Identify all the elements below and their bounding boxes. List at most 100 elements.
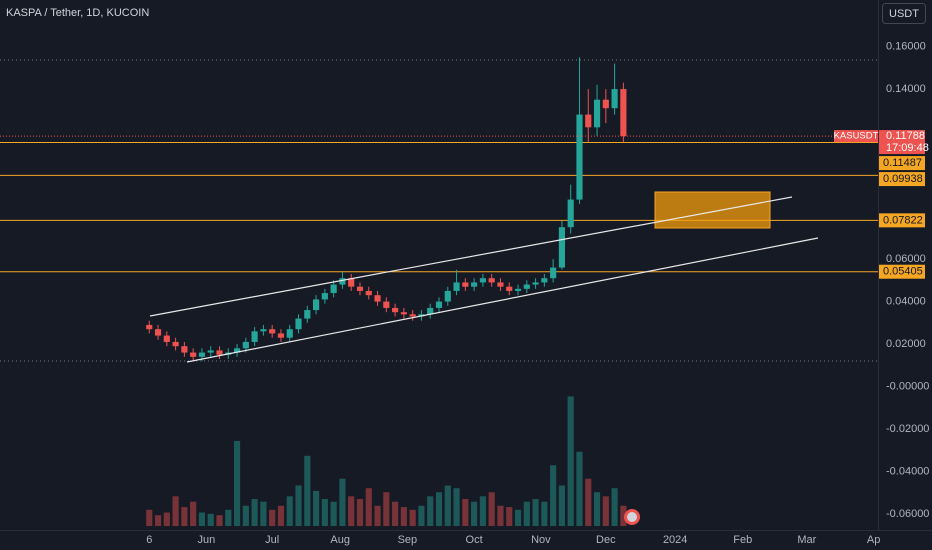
volume-bar xyxy=(497,505,504,526)
candle-body xyxy=(233,348,241,353)
candle-body xyxy=(602,99,609,109)
x-tick-label: Mar xyxy=(797,534,816,546)
candle-body xyxy=(216,350,223,355)
volume-bar xyxy=(435,492,443,526)
volume-bar xyxy=(593,492,601,526)
last-price-label: 0.11788 xyxy=(886,130,925,142)
candle-body xyxy=(295,318,302,330)
last-price-tag xyxy=(879,130,925,155)
volume-bar xyxy=(383,492,390,526)
plot xyxy=(0,57,878,526)
candle-body xyxy=(611,89,618,109)
candle-body xyxy=(427,307,434,315)
candle-body xyxy=(497,282,504,287)
logo-icon-inner xyxy=(627,512,637,522)
channel-lower xyxy=(186,237,819,363)
x-tick-label: Jul xyxy=(265,534,279,546)
candle-body xyxy=(585,114,592,128)
candle-body xyxy=(313,299,320,311)
volume-bar xyxy=(190,501,197,526)
x-tick-label: Oct xyxy=(466,534,483,546)
level-tag xyxy=(879,213,925,228)
volume-bar xyxy=(488,492,495,526)
volume-bar xyxy=(233,440,241,526)
zone-box xyxy=(654,191,771,229)
x-tick-label: 2024 xyxy=(663,534,687,546)
volume-bar xyxy=(277,505,285,526)
level-label: 0.05405 xyxy=(883,266,923,278)
volume-bar xyxy=(269,509,276,526)
volume-bar xyxy=(409,509,416,526)
chart-title: KASPA / Tether, 1D, KUCOIN xyxy=(6,7,149,19)
volume-bar xyxy=(330,501,337,526)
volume-bar xyxy=(181,507,188,526)
volume-bar xyxy=(251,499,258,526)
volume-bar xyxy=(295,485,302,526)
candle-body xyxy=(392,307,399,313)
volume-bar xyxy=(550,465,557,526)
level-label: 0.07822 xyxy=(883,214,923,226)
volume-bar xyxy=(444,485,451,526)
volume-bar xyxy=(313,490,320,526)
candle-body xyxy=(321,293,328,300)
candle-body xyxy=(339,278,346,285)
volume-bar xyxy=(400,507,407,526)
candle-body xyxy=(207,350,214,353)
candle-body xyxy=(620,89,627,137)
currency-button-label[interactable]: USDT xyxy=(889,8,919,20)
volume-bar xyxy=(163,512,170,526)
volume-bar xyxy=(348,496,355,526)
x-tick-label: 6 xyxy=(146,534,152,546)
candle-body xyxy=(567,199,574,228)
candle-body xyxy=(462,282,469,287)
volume-bar xyxy=(392,501,399,526)
x-tick-label: Jun xyxy=(197,534,215,546)
candle-body xyxy=(532,282,539,285)
volume-bar xyxy=(216,515,223,526)
volume-bar xyxy=(146,509,153,526)
volume-bar xyxy=(602,496,609,526)
candle-body xyxy=(453,282,460,291)
volume-bar xyxy=(453,488,460,526)
volume-bar xyxy=(541,501,548,526)
channel-upper xyxy=(149,196,793,317)
x-tick-label: Aug xyxy=(330,534,350,546)
candle-body xyxy=(479,278,486,283)
volume-bar xyxy=(172,496,179,526)
y-tick-label: -0.02000 xyxy=(886,423,929,435)
level-label: 0.11487 xyxy=(883,157,922,169)
volume-bar xyxy=(611,488,618,526)
volume-bar xyxy=(225,509,232,526)
volume-bar xyxy=(532,499,539,526)
candle-body xyxy=(163,335,170,342)
y-tick-label: 0.04000 xyxy=(886,295,926,307)
currency-button[interactable] xyxy=(882,3,926,24)
volume-bar xyxy=(356,499,364,526)
candle-body xyxy=(251,331,258,342)
candle-body xyxy=(383,301,390,308)
candle-body xyxy=(558,227,565,268)
volume-bar xyxy=(462,499,469,526)
symbol-tag xyxy=(834,130,878,143)
price-labels: 0.16000 0.14000 0.06000 0.04000 0.02000 -0.00… xyxy=(146,40,929,545)
x-tick-label: Nov xyxy=(531,534,551,546)
volume-bar xyxy=(339,478,346,526)
candle-body xyxy=(269,329,276,334)
candle-body xyxy=(260,329,267,332)
y-tick-label: -0.04000 xyxy=(886,465,929,477)
volume-bar xyxy=(207,513,214,526)
candle-body xyxy=(488,278,495,283)
candle-body xyxy=(514,288,522,291)
candle-body xyxy=(242,341,249,349)
symbol-label: KASUSDT xyxy=(834,131,879,142)
y-tick-label: -0.06000 xyxy=(886,508,929,520)
volume-bar xyxy=(286,496,293,526)
volume-bar xyxy=(321,499,328,526)
volume-bar xyxy=(374,505,381,526)
y-tick-label: 0.14000 xyxy=(886,83,926,95)
level-tag xyxy=(879,172,925,187)
candle-body xyxy=(190,352,197,357)
volume-bar xyxy=(260,501,267,526)
volume-bar xyxy=(304,455,311,526)
